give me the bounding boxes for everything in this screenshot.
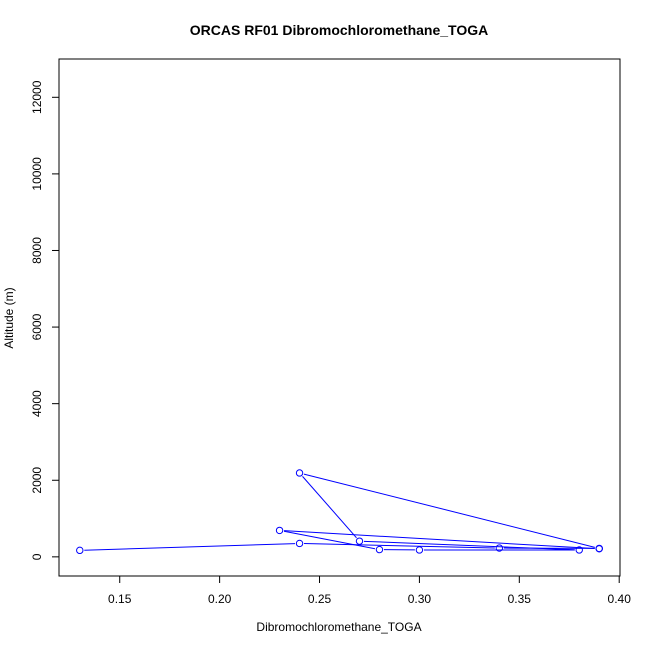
data-point [415, 546, 424, 554]
x-tick-label: 0.40 [608, 592, 632, 606]
data-point [295, 539, 304, 548]
plot-frame [58, 58, 621, 577]
series-line-segment [283, 530, 376, 550]
y-tick-label: 12000 [30, 80, 44, 114]
data-point [76, 546, 84, 555]
x-tick-label: 0.35 [508, 592, 532, 606]
y-axis: 0 2000 4000 6000 8000 10000 12000 [30, 80, 60, 560]
y-tick-label: 4000 [30, 390, 44, 417]
y-axis-label: Altitude (m) [2, 287, 16, 348]
chart-title: ORCAS RF01 Dibromochloromethane_TOGA [190, 22, 488, 38]
data-point [495, 544, 504, 552]
y-tick-label: 2000 [30, 467, 44, 494]
x-tick-label: 0.20 [208, 592, 232, 606]
data-point [595, 545, 603, 553]
data-point [295, 469, 304, 477]
data-point [575, 546, 583, 554]
y-tick-label: 8000 [30, 237, 44, 264]
series-line-segment [302, 476, 357, 539]
data-point [375, 545, 384, 554]
y-tick-label: 10000 [30, 157, 44, 191]
series-line-segment [303, 473, 595, 548]
series-line-segment [304, 543, 495, 549]
y-tick-label: 0 [30, 553, 44, 560]
data-point [355, 537, 364, 545]
series-line-segment [84, 543, 296, 551]
y-tick-label: 6000 [30, 313, 44, 340]
x-axis: 0.15 0.20 0.25 0.30 0.35 0.40 [108, 575, 632, 606]
x-tick-label: 0.30 [408, 592, 432, 606]
x-tick-label: 0.25 [308, 592, 332, 606]
series-layer [76, 469, 603, 555]
series-line-segment [363, 540, 575, 551]
x-tick-label: 0.15 [108, 592, 132, 606]
x-axis-label: Dibromochloromethane_TOGA [256, 620, 421, 634]
series-line-segment [284, 530, 595, 550]
data-point [275, 526, 284, 535]
